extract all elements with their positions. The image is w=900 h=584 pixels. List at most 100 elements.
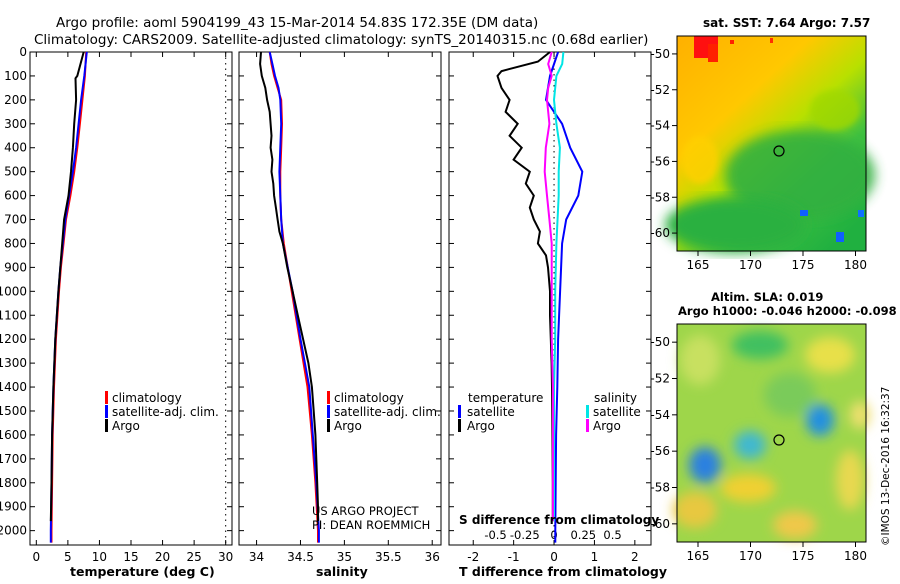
- depth-tick-label: 1100: [0, 308, 27, 322]
- sst-map-frame: [676, 35, 867, 252]
- x-tick-label: 25: [186, 550, 201, 564]
- map-y-tick-label: -52: [650, 83, 670, 97]
- depth-tick-label: 1200: [0, 332, 27, 346]
- legend-argo-swatch: [327, 419, 330, 432]
- depth-tick-label: 600: [4, 189, 27, 203]
- x-tick-label: 2: [631, 550, 639, 564]
- legend-climatology-swatch: [327, 391, 330, 404]
- legend-argo-label: Argo: [334, 419, 362, 433]
- legend-temperature-header: temperature: [468, 391, 543, 405]
- x-tick-label: 1: [591, 550, 599, 564]
- legend-satellite-label: satellite-adj. clim.: [334, 405, 441, 419]
- legend-climatology-label: climatology: [112, 391, 182, 405]
- map-x-tick-label: 165: [687, 258, 710, 272]
- series-line-argo-t-: [496, 51, 554, 522]
- map-x-tick-label: 180: [844, 549, 867, 563]
- x-tick-label: 36: [425, 550, 440, 564]
- map-y-tick-label: -58: [650, 190, 670, 204]
- depth-tick-label: 1900: [0, 500, 27, 514]
- s-difference-label: S difference from climatology: [459, 513, 659, 527]
- depth-tick-label: 1000: [0, 284, 27, 298]
- sla-map-image: [673, 324, 870, 542]
- legend-t-satellite-swatch: [458, 405, 461, 418]
- legend-s-satellite-label: satellite: [593, 405, 641, 419]
- sla-map-title-2: Argo h1000: -0.046 h2000: -0.098: [678, 304, 897, 318]
- x-tick-label: 0: [32, 550, 40, 564]
- project-annotation-1: US ARGO PROJECT: [312, 504, 420, 518]
- series-line-satellite-s-: [552, 51, 565, 522]
- temperature-plot-frame: [29, 51, 233, 546]
- depth-tick-label: 2000: [0, 524, 27, 538]
- temperature-panel: 0100200300400500600700800900100011001200…: [0, 45, 233, 579]
- s-tick-label: -0.5: [484, 528, 506, 542]
- legend-satellite-swatch: [105, 405, 108, 418]
- salinity-ticks: 34 34.5 35 35.5 36: [239, 51, 441, 564]
- depth-tick-label: 500: [4, 165, 27, 179]
- map-x-tick-label: 175: [792, 549, 815, 563]
- temperature-legend: climatology satellite-adj. clim. Argo: [105, 391, 219, 433]
- series-line-satellite-adj-clim-: [268, 51, 320, 543]
- depth-tick-label: 1700: [0, 452, 27, 466]
- map-y-tick-label: -50: [650, 335, 670, 349]
- sst-argo-location-marker: [773, 145, 785, 157]
- depth-tick-label: 1300: [0, 356, 27, 370]
- legend-satellite-swatch: [327, 405, 330, 418]
- map-y-tick-label: -50: [650, 47, 670, 61]
- sla-argo-location-marker: [773, 434, 785, 446]
- legend-t-argo-swatch: [458, 419, 461, 432]
- salinity-plot-frame: [238, 51, 442, 546]
- depth-tick-label: 800: [4, 236, 27, 250]
- difference-ticks: -2 -1 0 1 2 -0.5 -0.25 0 0.25 0.5: [449, 51, 651, 564]
- sla-map-panel: Altim. SLA: 0.019 Argo h1000: -0.046 h20…: [650, 290, 896, 563]
- series-line-satellite-t-: [544, 51, 584, 543]
- legend-s-argo-swatch: [586, 419, 589, 432]
- legend-salinity-header: salinity: [594, 391, 637, 405]
- map-x-tick-label: 175: [792, 258, 815, 272]
- x-tick-label: 34: [249, 550, 264, 564]
- depth-tick-label: 200: [4, 93, 27, 107]
- legend-climatology-label: climatology: [334, 391, 404, 405]
- salinity-series: [259, 51, 320, 543]
- depth-tick-label: 700: [4, 213, 27, 227]
- depth-tick-label: 0: [19, 45, 27, 59]
- s-tick-label: 0: [550, 528, 557, 542]
- x-tick-label: 0: [550, 550, 558, 564]
- x-tick-label: 15: [123, 550, 138, 564]
- legend-s-argo-label: Argo: [593, 419, 621, 433]
- map-y-tick-label: -60: [650, 226, 670, 240]
- sla-map-frame: [676, 323, 867, 543]
- map-y-tick-label: -56: [650, 444, 670, 458]
- temperature-xlabel: temperature (deg C): [70, 564, 215, 579]
- map-y-tick-label: -58: [650, 481, 670, 495]
- x-tick-label: 10: [92, 550, 107, 564]
- s-tick-label: -0.25: [510, 528, 540, 542]
- depth-tick-label: 900: [4, 260, 27, 274]
- depth-tick-label: 400: [4, 141, 27, 155]
- map-x-tick-label: 170: [739, 258, 762, 272]
- legend-t-satellite-label: satellite: [467, 405, 515, 419]
- difference-panel: -2 -1 0 1 2 -0.5 -0.25 0 0.25 0.5 temperature sal…: [448, 51, 667, 579]
- difference-xlabel: T difference from climatology: [459, 564, 667, 579]
- sla-map-ticks: 165 170 175 180 -50 -52 -54 -56 -58 -60: [650, 335, 867, 563]
- depth-tick-label: 1500: [0, 404, 27, 418]
- difference-series: [496, 51, 584, 543]
- x-tick-label: 35.5: [375, 550, 402, 564]
- salinity-panel: 34 34.5 35 35.5 36 climatology satellite-adj…: [238, 51, 442, 579]
- x-tick-label: 34.5: [287, 550, 314, 564]
- legend-argo-swatch: [105, 419, 108, 432]
- sst-map-panel: sat. SST: 7.64 Argo: 7.57 165 170 175 180 -5…: [650, 16, 875, 272]
- difference-legend: temperature salinity satellite Argo sate…: [458, 391, 641, 433]
- depth-tick-label: 100: [4, 69, 27, 83]
- map-y-tick-label: -54: [650, 408, 670, 422]
- legend-s-satellite-swatch: [586, 405, 589, 418]
- series-line-argo: [49, 51, 85, 522]
- legend-climatology-swatch: [105, 391, 108, 404]
- legend-satellite-label: satellite-adj. clim.: [112, 405, 219, 419]
- title-line-1: Argo profile: aoml 5904199_43 15-Mar-201…: [56, 15, 538, 31]
- imos-stamp: ©IMOS 13-Dec-2016 16:32:37: [880, 387, 892, 546]
- series-line-argo: [259, 51, 319, 522]
- series-line-satellite-adj-clim-: [49, 51, 88, 543]
- map-x-tick-label: 165: [687, 549, 710, 563]
- legend-argo-label: Argo: [112, 419, 140, 433]
